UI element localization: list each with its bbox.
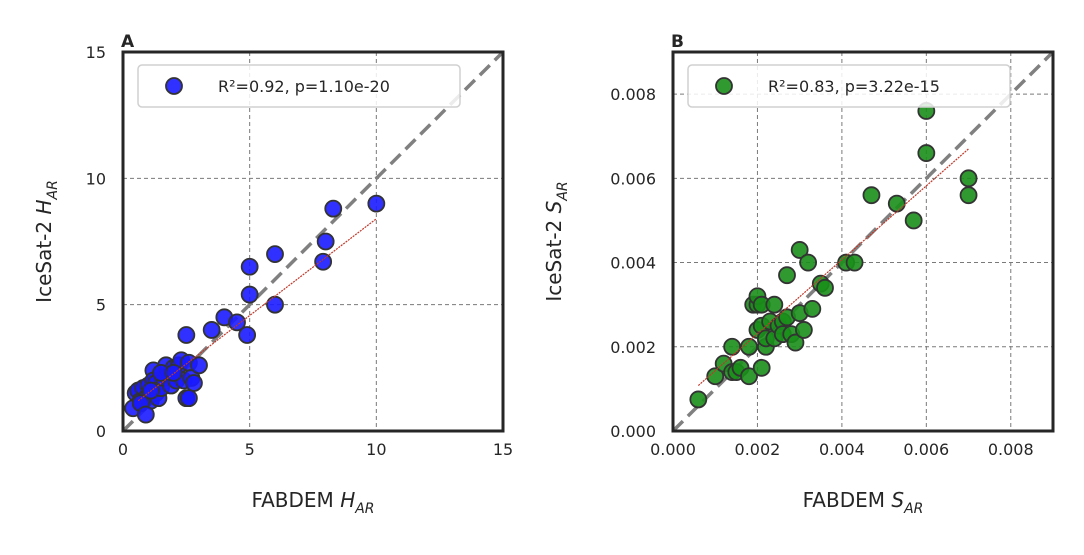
panel-b-ylabel-variable: S	[542, 200, 566, 213]
panel-b-letter: B	[671, 32, 684, 52]
panel-b-legend-marker	[715, 77, 733, 95]
panel-a-ylabel-subscript: AR	[45, 180, 61, 200]
panel-b-xlabel-subscript: AR	[903, 501, 923, 517]
panel-a-data-point	[238, 326, 257, 344]
panel-a-xtick-label: 0	[118, 440, 128, 459]
panel-b-data-point	[794, 321, 813, 339]
panel-b-data-point	[845, 253, 864, 272]
panel-b-data-point	[959, 169, 978, 188]
panel-a-data-point	[136, 405, 155, 424]
panel-b-data-point	[752, 358, 771, 377]
panel-a-ylabel: IceSat-2 HAR	[32, 180, 61, 303]
panel-a-xlabel-subscript: AR	[354, 501, 374, 517]
panel-b-data-point	[740, 367, 758, 386]
panel-a-data-point	[240, 285, 259, 304]
panel-b-data-point	[803, 299, 822, 318]
panel-b-data-point	[862, 186, 881, 205]
panel-b-ytick-label: 0.000	[610, 422, 656, 441]
panel-a-data-point	[190, 356, 208, 375]
panel-a-data-point	[314, 252, 333, 271]
panel-b-xtick-label: 0.002	[735, 440, 781, 459]
panel-a-ytick-label: 15	[86, 43, 106, 62]
panel-b-xtick-label: 0.004	[819, 440, 865, 459]
panel-a-letter: A	[121, 32, 135, 52]
panel-a-ylabel-prefix: IceSat-2	[32, 215, 56, 303]
panel-a-data-point	[316, 232, 335, 251]
panel-a-plot-area	[123, 52, 503, 431]
panel-b-ytick-label: 0.004	[610, 254, 656, 273]
panel-a-data-point	[185, 374, 203, 392]
panel-b-xtick-label: 0.008	[988, 440, 1034, 459]
panel-a-ytick-label: 5	[96, 296, 106, 315]
panel-b-data-point	[917, 144, 936, 162]
panel-a-regression-line	[137, 218, 377, 402]
panel-a-axes-frame	[121, 50, 505, 433]
panel-b-data-point	[723, 337, 742, 356]
panel-b-ytick-label: 0.006	[610, 169, 656, 188]
panel-b-legend-box	[687, 64, 1011, 108]
panel-b-data-point	[765, 295, 784, 314]
panel-b-axes-frame	[671, 50, 1055, 433]
panel-a-data-point	[324, 199, 343, 218]
panel-b-data-point	[887, 194, 906, 213]
panel-b-xlabel: FABDEM SAR	[803, 488, 924, 517]
panel-a-ylabel-variable: H	[32, 199, 56, 214]
panel-b-ylabel-subscript: AR	[555, 181, 571, 201]
panel-b-ylabel-prefix: IceSat-2	[542, 213, 566, 301]
panel-b-ytick-label: 0.002	[610, 338, 656, 357]
panel-a-xlabel: FABDEM HAR	[251, 488, 374, 517]
panel-a-data-point	[177, 326, 196, 344]
panel-a-legend-box	[137, 64, 461, 108]
panel-b-data-point	[959, 186, 978, 205]
panel-a-ytick-label: 0	[96, 422, 106, 441]
panel-a-xtick-label: 10	[366, 440, 386, 459]
panel-a-xlabel-prefix: FABDEM	[251, 488, 340, 512]
panel-b-data-point	[689, 390, 708, 409]
panel-b-xlabel-prefix: FABDEM	[803, 488, 892, 512]
panel-b-data-point	[786, 333, 805, 352]
panel-b-data-point	[790, 241, 809, 259]
panel-a-ytick-label: 10	[86, 169, 106, 188]
panel-b-data-point	[799, 253, 818, 272]
panel-a-legend-label: R²=0.92, p=1.10e-20	[218, 77, 390, 96]
panel-b-xtick-label: 0.006	[903, 440, 949, 459]
panel-b-xtick-label: 0.000	[650, 440, 696, 459]
panel-a-data-point	[367, 194, 386, 213]
panel-b-plot-area	[673, 52, 1053, 431]
panel-a-xlabel-variable: H	[340, 488, 355, 512]
panel-a-data-point	[179, 389, 198, 408]
panel-a-data-point	[266, 245, 284, 264]
panel-a-legend-marker	[165, 77, 183, 95]
panel-a-xtick-label: 15	[493, 440, 513, 459]
panel-b-xlabel-variable: S	[891, 488, 904, 512]
panel-b-data-point	[816, 278, 834, 297]
panel-a-data-point	[240, 257, 259, 276]
panel-b-data-point	[706, 367, 725, 386]
panel-b-data-point	[778, 266, 796, 285]
panel-b-regression-line	[697, 148, 969, 386]
panel-b-data-point	[904, 211, 923, 230]
panel-a-data-point	[228, 313, 246, 332]
panel-b-legend-label: R²=0.83, p=3.22e-15	[768, 77, 940, 96]
panel-b-ytick-label: 0.008	[610, 85, 656, 104]
panel-b-ylabel: IceSat-2 SAR	[542, 181, 571, 301]
panel-a-data-point	[266, 295, 284, 314]
panel-a-xtick-label: 5	[245, 440, 255, 459]
panel-a-data-point	[202, 321, 221, 339]
